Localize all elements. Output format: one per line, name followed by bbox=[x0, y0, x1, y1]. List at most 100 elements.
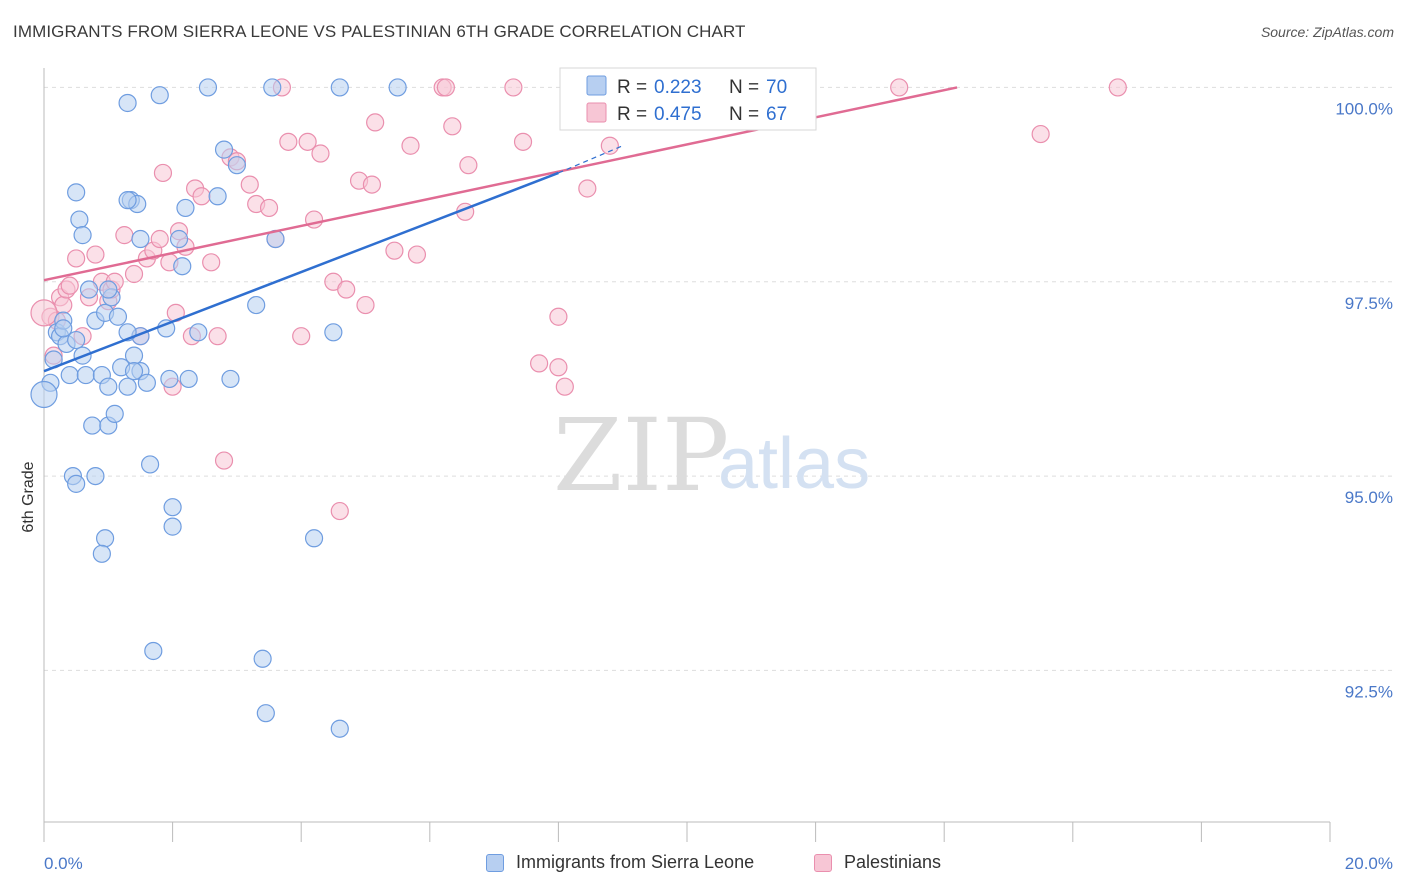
legend-label: Palestinians bbox=[844, 852, 942, 872]
data-point bbox=[259, 198, 279, 218]
data-point bbox=[366, 113, 385, 132]
legend-swatch-pink bbox=[814, 853, 832, 872]
data-point bbox=[208, 187, 227, 206]
axes bbox=[43, 68, 1331, 842]
trend-line-sierra-leone bbox=[43, 171, 559, 373]
data-point bbox=[311, 144, 330, 163]
data-point bbox=[214, 140, 234, 159]
data-point bbox=[530, 354, 549, 373]
data-point bbox=[385, 241, 404, 260]
data-point bbox=[202, 253, 221, 272]
y-tick-label: 92.5% bbox=[1345, 682, 1393, 701]
data-point bbox=[890, 78, 909, 97]
legend-swatch-blue bbox=[486, 853, 504, 872]
data-point bbox=[208, 327, 227, 346]
data-point bbox=[324, 323, 343, 342]
y-tick-label: 95.0% bbox=[1345, 488, 1393, 507]
data-point bbox=[60, 276, 79, 295]
data-point bbox=[578, 179, 597, 198]
data-point bbox=[99, 280, 118, 299]
trend-line-sierra-leone-extension bbox=[558, 145, 623, 174]
data-point bbox=[150, 229, 169, 249]
data-point bbox=[504, 78, 523, 97]
data-point bbox=[30, 380, 58, 409]
data-point bbox=[86, 245, 105, 264]
data-point bbox=[169, 229, 189, 249]
data-point bbox=[337, 280, 356, 299]
data-point bbox=[131, 229, 150, 249]
data-point bbox=[198, 78, 218, 97]
data-point bbox=[105, 404, 124, 424]
legend-n-label: N = bbox=[729, 104, 759, 125]
legend-r-label: R = bbox=[617, 77, 647, 98]
data-point bbox=[600, 136, 619, 155]
data-point bbox=[253, 649, 272, 668]
data-point bbox=[263, 78, 282, 97]
legend-n-label: N = bbox=[729, 77, 759, 98]
y-tick-label: 100.0% bbox=[1335, 99, 1393, 118]
data-point bbox=[79, 280, 99, 299]
y-tick-labels: 100.0% 97.5% 95.0% 92.5% bbox=[1335, 99, 1393, 701]
data-point bbox=[298, 132, 317, 151]
data-point bbox=[240, 175, 259, 194]
data-point bbox=[513, 132, 533, 151]
data-point bbox=[356, 295, 375, 315]
x-tick-labels: 0.0% 20.0% bbox=[44, 854, 1393, 873]
data-point bbox=[163, 517, 182, 536]
data-point bbox=[76, 365, 95, 385]
data-point bbox=[118, 93, 137, 113]
data-point bbox=[83, 416, 102, 435]
data-point bbox=[436, 78, 455, 97]
data-point bbox=[150, 86, 169, 105]
data-point bbox=[67, 183, 86, 202]
data-point bbox=[108, 307, 128, 326]
data-point bbox=[160, 369, 179, 389]
data-point bbox=[407, 245, 427, 264]
data-point bbox=[304, 529, 324, 548]
data-point bbox=[73, 226, 92, 245]
data-point bbox=[99, 377, 118, 396]
data-point bbox=[92, 544, 111, 563]
data-point bbox=[330, 501, 349, 521]
data-point bbox=[118, 377, 137, 396]
data-point bbox=[60, 365, 79, 385]
series-legend: Immigrants from Sierra Leone Palestinian… bbox=[0, 852, 1406, 878]
legend-pink-swatch bbox=[586, 102, 607, 123]
legend-blue-swatch bbox=[586, 75, 607, 96]
legend-r-value: 0.223 bbox=[654, 77, 702, 98]
data-point bbox=[173, 257, 192, 276]
legend-item-palestinians[interactable]: Palestinians bbox=[814, 852, 941, 873]
data-point bbox=[30, 299, 58, 327]
legend-label: Immigrants from Sierra Leone bbox=[516, 852, 755, 872]
data-point bbox=[443, 117, 462, 136]
data-point bbox=[86, 466, 105, 486]
data-point bbox=[247, 295, 266, 315]
data-point bbox=[67, 249, 86, 268]
data-point bbox=[401, 136, 420, 155]
data-point bbox=[221, 369, 240, 389]
data-point bbox=[67, 474, 86, 493]
data-point bbox=[292, 327, 311, 346]
data-point bbox=[1108, 78, 1127, 97]
data-point bbox=[124, 346, 144, 365]
legend-n-value: 70 bbox=[766, 77, 787, 98]
data-point bbox=[192, 187, 211, 206]
data-point bbox=[388, 78, 407, 97]
data-point bbox=[118, 191, 137, 210]
legend-r-label: R = bbox=[617, 104, 647, 125]
data-point bbox=[549, 358, 568, 377]
data-point bbox=[214, 451, 234, 470]
data-point bbox=[137, 373, 156, 392]
x-tick-label: 0.0% bbox=[44, 854, 83, 873]
chart-title: IMMIGRANTS FROM SIERRA LEONE VS PALESTIN… bbox=[13, 22, 746, 41]
data-point bbox=[144, 641, 163, 661]
watermark-atlas: atlas bbox=[718, 424, 870, 504]
legend-item-sierra-leone[interactable]: Immigrants from Sierra Leone bbox=[486, 852, 754, 873]
data-point bbox=[140, 455, 160, 474]
watermark-zip: ZIP bbox=[553, 397, 729, 514]
data-point bbox=[153, 163, 173, 183]
data-point bbox=[330, 719, 349, 738]
sierra-leone-points bbox=[30, 78, 407, 738]
data-point bbox=[124, 362, 144, 381]
data-point bbox=[555, 377, 574, 396]
